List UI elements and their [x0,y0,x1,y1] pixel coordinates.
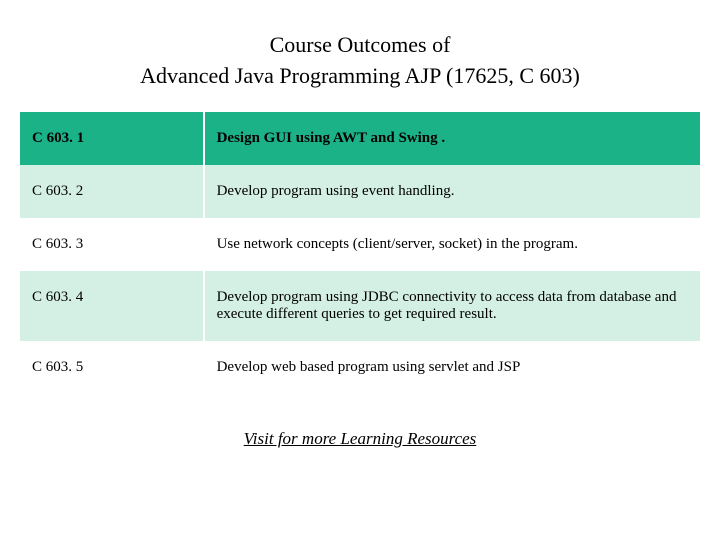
desc-cell: Use network concepts (client/server, soc… [204,218,700,271]
page-title: Course Outcomes of Advanced Java Program… [20,30,700,92]
table-row: C 603. 3 Use network concepts (client/se… [20,218,700,271]
table-row: C 603. 5 Develop web based program using… [20,341,700,394]
table-row: C 603. 4 Develop program using JDBC conn… [20,271,700,341]
outcomes-table: C 603. 1 Design GUI using AWT and Swing … [20,112,700,394]
code-cell: C 603. 2 [20,165,204,218]
code-cell: C 603. 5 [20,341,204,394]
resources-link[interactable]: Visit for more Learning Resources [20,429,700,449]
desc-cell: Develop program using JDBC connectivity … [204,271,700,341]
title-line-2: Advanced Java Programming AJP (17625, C … [140,63,580,88]
table-row: C 603. 1 Design GUI using AWT and Swing … [20,112,700,165]
code-cell: C 603. 3 [20,218,204,271]
code-cell: C 603. 4 [20,271,204,341]
desc-cell: Design GUI using AWT and Swing . [204,112,700,165]
desc-cell: Develop web based program using servlet … [204,341,700,394]
desc-cell: Develop program using event handling. [204,165,700,218]
code-cell: C 603. 1 [20,112,204,165]
title-line-1: Course Outcomes of [270,32,451,57]
table-row: C 603. 2 Develop program using event han… [20,165,700,218]
